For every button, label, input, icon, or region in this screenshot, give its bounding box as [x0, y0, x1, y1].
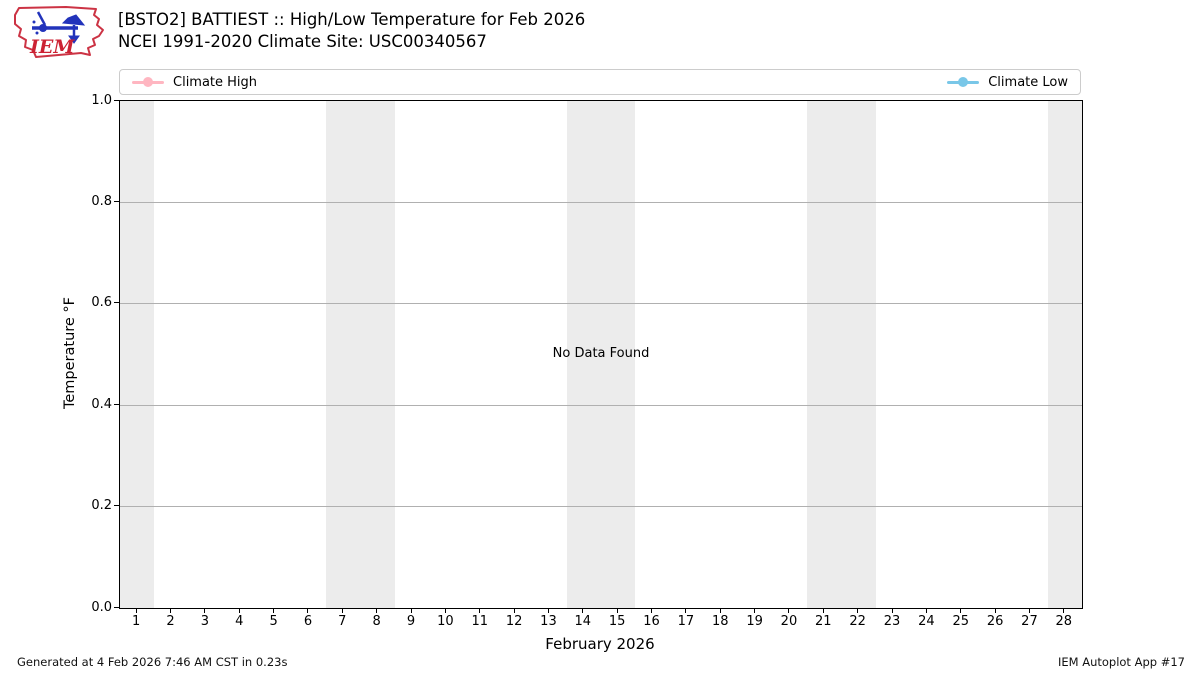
- x-tick-mark: [1063, 608, 1065, 613]
- x-tick-label: 6: [303, 614, 313, 629]
- y-tick-label: 0.0: [91, 599, 112, 615]
- x-tick-label: 25: [952, 614, 970, 629]
- x-tick-label: 21: [815, 614, 832, 629]
- x-tick-mark: [135, 608, 137, 613]
- iowa-outline-icon: [14, 6, 104, 58]
- x-tick-label: 9: [406, 614, 416, 629]
- y-tick-mark: [114, 302, 119, 304]
- x-tick-label: 16: [643, 614, 660, 629]
- y-gridline: [120, 506, 1082, 508]
- y-gridline: [120, 201, 1082, 203]
- x-tick-mark: [857, 608, 859, 613]
- x-tick-mark: [822, 608, 824, 613]
- x-tick-mark: [376, 608, 378, 613]
- x-tick-label: 19: [746, 614, 763, 629]
- x-axis-label: February 2026: [545, 635, 655, 653]
- y-tick-label: 1.0: [91, 92, 112, 108]
- y-tick-mark: [114, 200, 119, 202]
- weekend-shading-band: [566, 101, 636, 608]
- generated-timestamp: Generated at 4 Feb 2026 7:46 AM CST in 0…: [17, 655, 288, 669]
- x-tick-mark: [410, 608, 412, 613]
- x-tick-mark: [651, 608, 653, 613]
- plot-area: No Data Found: [119, 100, 1083, 609]
- y-tick-label: 0.2: [91, 498, 112, 514]
- x-tick-mark: [754, 608, 756, 613]
- y-tick-mark: [114, 99, 119, 101]
- x-tick-label: 13: [540, 614, 557, 629]
- iem-logo: IEM: [14, 6, 104, 58]
- legend-item-climate-high: Climate High: [132, 75, 257, 90]
- x-tick-mark: [341, 608, 343, 613]
- x-tick-label: 12: [505, 614, 523, 629]
- y-gridline: [120, 303, 1082, 305]
- y-tick-mark: [114, 505, 119, 507]
- chart-subtitle: NCEI 1991-2020 Climate Site: USC00340567: [118, 32, 487, 51]
- x-tick-label: 28: [1055, 614, 1073, 629]
- x-tick-mark: [547, 608, 549, 613]
- x-tick-label: 17: [677, 614, 695, 629]
- x-tick-label: 8: [372, 614, 381, 629]
- x-tick-label: 27: [1021, 614, 1038, 629]
- x-tick-mark: [273, 608, 275, 613]
- y-tick-label: 0.6: [91, 295, 112, 311]
- x-tick-mark: [238, 608, 240, 613]
- legend-label-climate-low: Climate Low: [988, 74, 1068, 90]
- y-tick-label: 0.4: [91, 396, 112, 412]
- x-tick-label: 14: [574, 614, 592, 629]
- chart-title: [BSTO2] BATTIEST :: High/Low Temperature…: [118, 10, 586, 29]
- app-credit: IEM Autoplot App #17: [1057, 655, 1185, 669]
- x-tick-label: 5: [269, 614, 278, 629]
- y-tick-label: 0.8: [91, 193, 112, 209]
- x-tick-mark: [1028, 608, 1030, 613]
- weekend-shading-band: [326, 101, 395, 608]
- y-gridline: [120, 404, 1082, 406]
- x-tick-label: 15: [608, 614, 626, 629]
- x-tick-mark: [719, 608, 721, 613]
- legend: Climate High Climate Low: [119, 69, 1081, 95]
- x-tick-mark: [994, 608, 996, 613]
- x-tick-label: 11: [471, 614, 489, 629]
- x-tick-label: 3: [200, 614, 210, 629]
- x-tick-label: 2: [166, 614, 175, 629]
- x-tick-label: 26: [986, 614, 1004, 629]
- x-tick-label: 24: [918, 614, 935, 629]
- x-tick-label: 20: [780, 614, 798, 629]
- chart-title-block: [BSTO2] BATTIEST :: High/Low Temperature…: [118, 9, 585, 53]
- x-tick-mark: [960, 608, 962, 613]
- weekend-shading-band: [1047, 101, 1082, 608]
- climate-low-marker-icon: [947, 77, 980, 87]
- x-tick-mark: [582, 608, 584, 613]
- y-tick-mark: [114, 403, 119, 405]
- no-data-message: No Data Found: [552, 345, 650, 361]
- legend-item-climate-low: Climate Low: [947, 75, 1068, 90]
- x-tick-mark: [170, 608, 172, 613]
- legend-label-climate-high: Climate High: [173, 74, 258, 90]
- y-tick-mark: [114, 606, 119, 608]
- x-tick-mark: [479, 608, 481, 613]
- x-tick-label: 10: [437, 614, 454, 629]
- x-tick-label: 7: [338, 614, 347, 629]
- x-tick-mark: [788, 608, 790, 613]
- x-tick-mark: [891, 608, 893, 613]
- x-tick-mark: [444, 608, 446, 613]
- weather-vane-icon: [32, 11, 86, 44]
- x-tick-mark: [513, 608, 515, 613]
- weekend-shading-band: [120, 101, 155, 608]
- x-tick-mark: [685, 608, 687, 613]
- x-tick-mark: [616, 608, 618, 613]
- x-tick-mark: [204, 608, 206, 613]
- x-tick-mark: [307, 608, 309, 613]
- weekend-shading-band: [807, 101, 876, 608]
- x-tick-label: 4: [235, 614, 244, 629]
- x-tick-label: 23: [883, 614, 901, 629]
- x-tick-label: 18: [711, 614, 729, 629]
- climate-high-marker-icon: [132, 77, 164, 87]
- x-tick-label: 1: [132, 614, 141, 629]
- x-tick-label: 22: [849, 614, 866, 629]
- iem-logo-text: IEM: [29, 36, 75, 58]
- x-tick-mark: [925, 608, 927, 613]
